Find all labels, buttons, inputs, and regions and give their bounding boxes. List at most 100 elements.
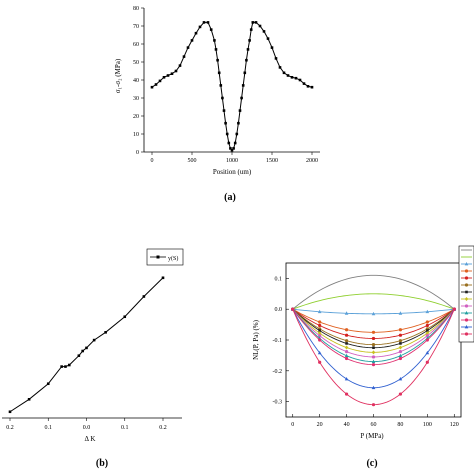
panel-a-data-point	[245, 58, 248, 62]
panel-c-y-tick-label: -0.1	[273, 338, 283, 344]
panel-a-series-line	[151, 21, 313, 151]
panel-b-data-point	[46, 382, 50, 386]
panel-c-data-point	[318, 338, 322, 342]
panel-c-data-point	[425, 323, 429, 328]
panel-a-x-tick-label: 500	[188, 158, 197, 164]
panel-a-data-point	[227, 141, 231, 145]
panel-c-data-point	[398, 356, 403, 361]
panel-b-data-point	[92, 338, 96, 342]
panel-c-data-point	[317, 331, 322, 336]
panel-c-data-point	[318, 360, 322, 364]
panel-c-legend-marker	[464, 276, 469, 280]
panel-a-data-point	[310, 85, 314, 89]
panel-c-data-point	[318, 334, 322, 338]
panel-c-data-point	[291, 307, 295, 311]
panel-c-legend-marker	[464, 325, 469, 329]
panel-c-x-ticks: 0 20 40 60 80 100 120	[291, 414, 459, 428]
panel-c-data-point	[425, 331, 430, 336]
panel-c-y-tick-label: 0.0	[275, 307, 283, 313]
panel-a-data-point	[202, 21, 206, 24]
panel-a-x-axis-label: Position (um)	[213, 168, 252, 176]
panel-c-data-point	[371, 403, 376, 407]
panel-a-data-point	[170, 72, 174, 75]
panel-c-data-point	[398, 333, 403, 337]
panel-b: 0.2 0.1 0.0 0.1 0.2 y(S) Δ K (b)	[2, 248, 184, 469]
panel-c-legend	[458, 245, 474, 343]
panel-a-data-point	[266, 37, 270, 40]
panel-c-data-point	[344, 345, 349, 350]
panel-c-data-point	[344, 328, 349, 332]
panel-a-data-point	[178, 64, 182, 67]
panel-c-data-point	[372, 346, 375, 349]
panel-c-data-point	[317, 350, 322, 355]
panel-c-data-point	[344, 339, 349, 343]
panel-a-data-point	[254, 21, 258, 24]
panel-c-data-point	[425, 334, 429, 338]
panel-a-data-point	[306, 85, 310, 88]
panel-a-data-point	[216, 58, 219, 62]
panel-a-series	[150, 21, 314, 152]
panel-a-x-tick-label: 1000	[226, 158, 238, 164]
panel-a-data-point	[217, 71, 221, 75]
panel-b-x-ticks: 0.2 0.1 0.0 0.1 0.2	[6, 418, 167, 431]
panel-c-series-line	[292, 274, 455, 310]
panel-a-data-point	[278, 66, 282, 69]
panel-a-data-point	[214, 48, 218, 51]
panel-a-y-tick-label: 40	[133, 78, 139, 84]
panel-a-data-point	[238, 109, 242, 112]
panel-c-data-point	[425, 360, 429, 364]
panel-a-data-point	[274, 57, 278, 60]
panel-b-data-point	[142, 295, 146, 298]
panel-c-legend-marker	[464, 311, 469, 315]
panel-a-y-tick-label: 10	[133, 132, 139, 138]
panel-a-data-point	[158, 79, 162, 83]
panel-a-data-point	[246, 48, 250, 51]
panel-a-data-point	[249, 28, 253, 31]
panel-a-data-point	[237, 121, 240, 125]
panel-c-data-point	[318, 329, 321, 332]
panel-a-x-ticks: 0 500 1000 1500 2000	[151, 152, 318, 164]
panel-c-data-point	[398, 353, 403, 358]
panel-b-x-axis-label: Δ K	[85, 435, 96, 443]
panel-c-data-point	[398, 328, 403, 332]
panel-c-legend-marker	[464, 304, 469, 308]
panel-b-data-point	[85, 346, 88, 350]
panel-a-data-point	[219, 84, 223, 87]
panel-a-data-point	[270, 46, 274, 49]
panel-c-data-point	[398, 311, 403, 315]
panel-c-y-tick-label: -0.2	[273, 369, 283, 375]
panel-c-data-point	[371, 343, 376, 347]
panel-c-data-point	[344, 356, 349, 361]
panel-c-data-point	[452, 307, 456, 311]
panel-c-data-point	[371, 385, 376, 390]
panel-b-data-point	[123, 315, 127, 319]
panel-b-legend-label: y(S)	[168, 255, 178, 262]
panel-a: 0 500 1000 1500 2000 0 10 20 30 40 50 60 70 80 Posit…	[114, 6, 320, 203]
panel-a-y-tick-label: 30	[133, 96, 139, 102]
panel-b-x-tick-label: 0.1	[121, 425, 129, 431]
panel-a-y-axis-label: σ₁-σ₂ (MPa)	[114, 58, 122, 93]
panel-c-data-point	[398, 392, 403, 396]
panel-a-data-point	[258, 24, 262, 28]
panel-c-legend-marker	[464, 297, 469, 301]
panel-b-data-point	[104, 331, 107, 334]
panel-a-caption: (a)	[224, 192, 236, 203]
panel-a-y-ticks: 0 10 20 30 40 50 60 70 80	[133, 6, 144, 156]
panel-c-data-point	[425, 350, 430, 355]
panel-b-series-line	[9, 277, 164, 413]
panel-c-data-point	[317, 309, 322, 314]
panel-a-data-point	[248, 39, 251, 42]
panel-c-data-point	[371, 350, 376, 355]
panel-c-legend-marker	[464, 332, 469, 336]
panel-a-data-point	[225, 132, 229, 136]
panel-a-data-point	[298, 78, 302, 82]
panel-a-data-point	[209, 28, 213, 31]
panel-c-data-point	[425, 320, 429, 324]
panel-c-x-tick-label: 20	[317, 422, 323, 428]
panel-b-data-point	[27, 398, 31, 401]
panel-c-data-point	[344, 353, 349, 358]
panel-c-data-point	[344, 377, 349, 381]
panel-b-legend-marker	[156, 255, 160, 259]
panel-b-series	[8, 276, 165, 414]
